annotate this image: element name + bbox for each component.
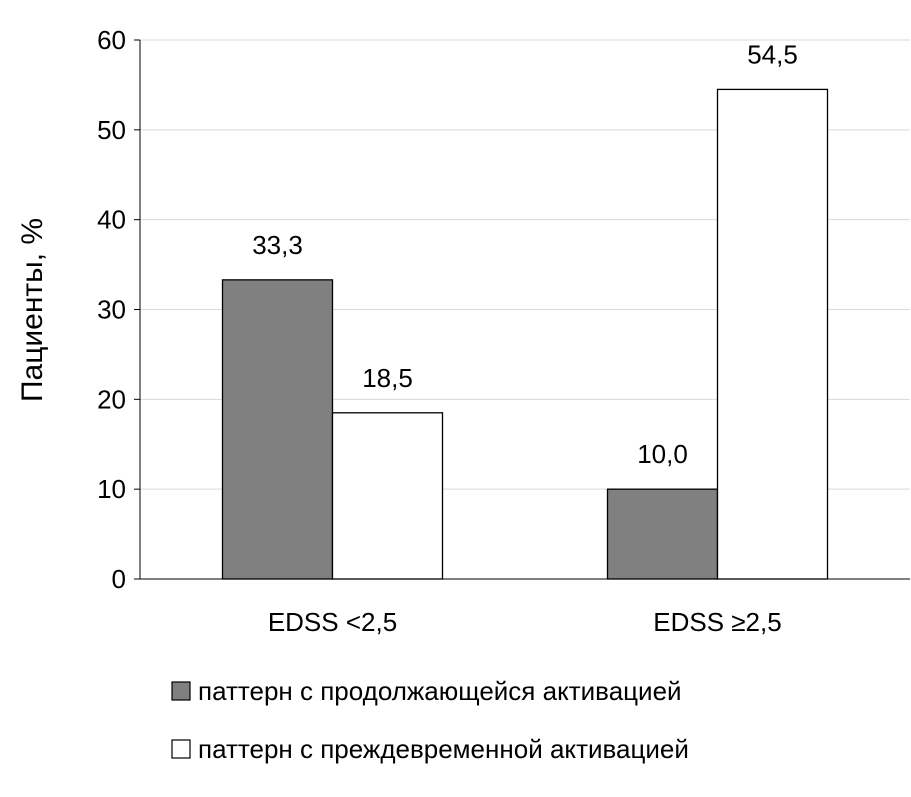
y-tick-label: 50: [97, 115, 126, 145]
bar-2-1: [331, 412, 444, 580]
bar-1-1: [221, 279, 334, 580]
data-label: 54,5: [747, 39, 798, 69]
legend-swatch-2: [171, 739, 191, 759]
data-label: 10,0: [637, 439, 688, 469]
x-tick-label: EDSS ≥2,5: [653, 607, 781, 637]
legend: паттерн с продолжающейся активацией патте…: [171, 676, 689, 764]
bar-1-2: [606, 488, 719, 580]
y-tick-label: 40: [97, 205, 126, 235]
axes: [134, 39, 910, 580]
y-tick-label: 0: [112, 564, 126, 594]
legend-swatch-1: [171, 681, 191, 701]
y-tick-label: 60: [97, 25, 126, 55]
legend-label-2: паттерн с преждевременной активацией: [198, 734, 689, 764]
y-tick-label: 10: [97, 474, 126, 504]
x-tick-labels: EDSS <2,5 EDSS ≥2,5: [268, 607, 782, 637]
y-axis-title: Пациенты, %: [16, 218, 49, 402]
data-labels: 33,3 18,5 10,0 54,5: [252, 39, 798, 469]
bars: [221, 88, 829, 580]
y-tick-labels: 0 10 20 30 40 50 60: [97, 25, 126, 594]
bar-2-2: [716, 88, 829, 580]
x-tick-label: EDSS <2,5: [268, 607, 397, 637]
y-tick-label: 30: [97, 295, 126, 325]
data-label: 18,5: [362, 363, 413, 393]
y-tick-label: 20: [97, 384, 126, 414]
data-label: 33,3: [252, 230, 303, 260]
legend-label-1: паттерн с продолжающейся активацией: [198, 676, 682, 706]
